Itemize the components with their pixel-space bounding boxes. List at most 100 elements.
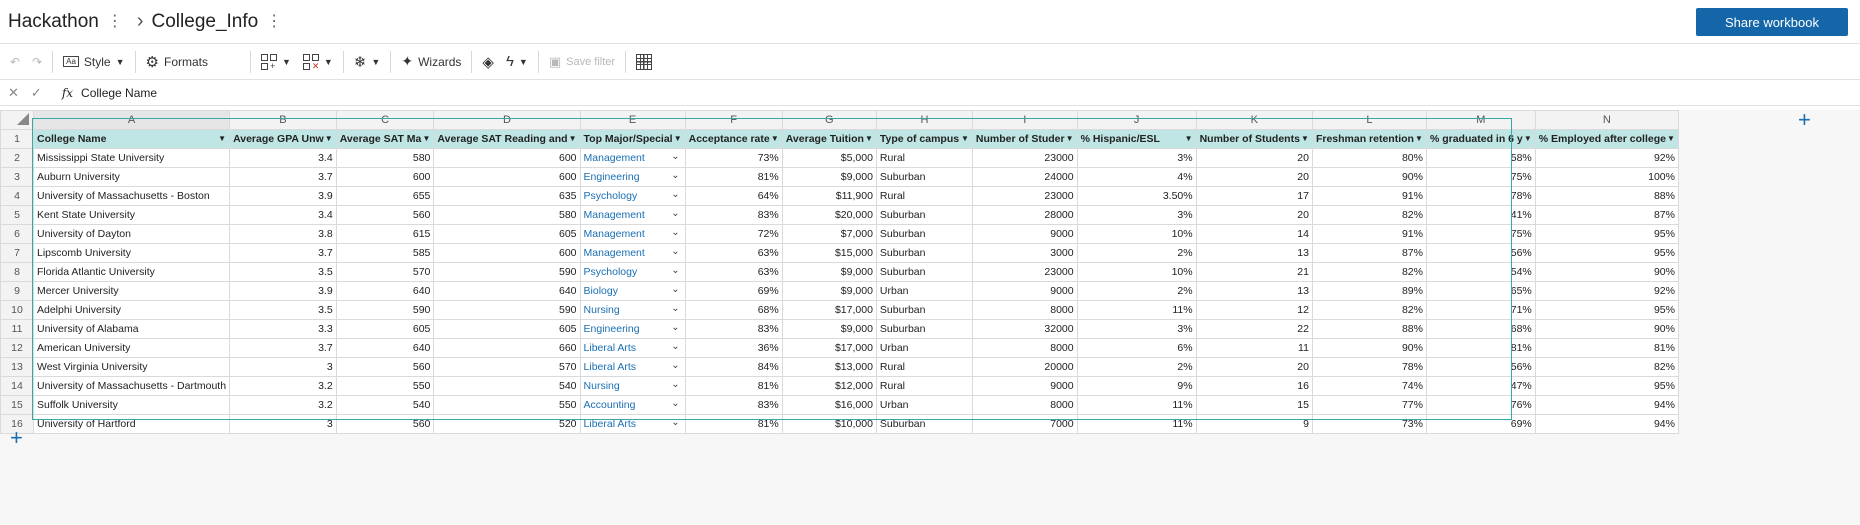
table-cell[interactable]: 82% xyxy=(1311,205,1427,225)
column-header[interactable]: H xyxy=(875,110,973,130)
row-number[interactable]: 5 xyxy=(0,205,34,225)
confirm-edit-icon[interactable]: ✓ xyxy=(30,84,42,100)
add-row-icon[interactable]: + xyxy=(10,425,23,450)
table-cell[interactable]: 71% xyxy=(1425,300,1536,320)
row-number[interactable]: 7 xyxy=(0,243,34,263)
column-header[interactable]: N xyxy=(1534,110,1679,130)
table-cell[interactable]: $9,000 xyxy=(781,319,877,339)
column-header[interactable]: D xyxy=(433,110,581,130)
table-cell[interactable]: 21 xyxy=(1195,262,1313,282)
delete-cells-button[interactable]: ✕ ▼ xyxy=(297,44,339,79)
cancel-edit-icon[interactable]: ✕ xyxy=(8,84,19,100)
table-cell[interactable]: 4% xyxy=(1076,167,1197,187)
table-cell[interactable]: 83% xyxy=(684,395,783,415)
table-cell[interactable]: 560 xyxy=(335,357,435,377)
table-cell[interactable]: 68% xyxy=(684,300,783,320)
table-cell[interactable]: 3.7 xyxy=(229,243,337,263)
row-number[interactable]: 13 xyxy=(0,357,34,377)
table-cell[interactable]: Psychology ⌄ xyxy=(579,186,686,206)
table-cell[interactable]: 91% xyxy=(1311,224,1427,244)
row-number[interactable]: 9 xyxy=(0,281,34,301)
table-cell[interactable]: 590 xyxy=(433,262,581,282)
table-cell[interactable]: 3% xyxy=(1076,148,1197,168)
table-cell[interactable]: 9000 xyxy=(971,376,1078,396)
table-cell[interactable]: Suffolk University xyxy=(32,395,231,415)
table-cell[interactable]: Liberal Arts ⌄ xyxy=(579,338,686,358)
table-cell[interactable]: $13,000 xyxy=(781,357,877,377)
header-cell[interactable]: Average Tuition ▼ xyxy=(781,129,877,149)
column-header[interactable]: E xyxy=(579,110,686,130)
header-cell[interactable]: Average SAT Ma ▼ xyxy=(335,129,435,149)
row-number[interactable]: 12 xyxy=(0,338,34,358)
table-cell[interactable]: 75% xyxy=(1425,167,1536,187)
table-cell[interactable]: 22 xyxy=(1195,319,1313,339)
table-cell[interactable]: 82% xyxy=(1311,300,1427,320)
table-cell[interactable]: 13 xyxy=(1195,243,1313,263)
table-cell[interactable]: 20 xyxy=(1195,205,1313,225)
table-cell[interactable]: 8000 xyxy=(971,300,1078,320)
table-cell[interactable]: 72% xyxy=(684,224,783,244)
table-cell[interactable]: 56% xyxy=(1425,357,1536,377)
table-cell[interactable]: 605 xyxy=(433,319,581,339)
header-cell[interactable]: % graduated in 6 y ▼ xyxy=(1425,129,1536,149)
chevron-down-icon[interactable]: ⌄ xyxy=(671,227,680,238)
save-filter-button[interactable]: ▣ Save filter xyxy=(543,44,621,79)
filter-dropdown-icon[interactable]: ▼ xyxy=(1301,134,1309,143)
table-cell[interactable]: 73% xyxy=(684,148,783,168)
row-number[interactable]: 11 xyxy=(0,319,34,339)
table-cell[interactable]: Rural xyxy=(875,148,973,168)
chevron-down-icon[interactable]: ⌄ xyxy=(671,341,680,352)
column-header[interactable]: G xyxy=(781,110,877,130)
table-cell[interactable]: 78% xyxy=(1311,357,1427,377)
table-cell[interactable]: 13 xyxy=(1195,281,1313,301)
row-number[interactable]: 3 xyxy=(0,167,34,187)
chevron-down-icon[interactable]: ⌄ xyxy=(671,265,680,276)
table-cell[interactable]: 80% xyxy=(1311,148,1427,168)
column-header[interactable]: F xyxy=(684,110,783,130)
table-cell[interactable]: 74% xyxy=(1311,376,1427,396)
table-cell[interactable]: 6% xyxy=(1076,338,1197,358)
table-cell[interactable]: 95% xyxy=(1534,300,1679,320)
chevron-down-icon[interactable]: ⌄ xyxy=(671,398,680,409)
table-cell[interactable]: 41% xyxy=(1425,205,1536,225)
table-cell[interactable]: 47% xyxy=(1425,376,1536,396)
table-cell[interactable]: 81% xyxy=(684,167,783,187)
table-cell[interactable]: 3% xyxy=(1076,205,1197,225)
table-cell[interactable]: 81% xyxy=(1534,338,1679,358)
header-cell[interactable]: Freshman retention ▼ xyxy=(1311,129,1427,149)
table-cell[interactable]: 20000 xyxy=(971,357,1078,377)
table-cell[interactable]: Biology ⌄ xyxy=(579,281,686,301)
column-header[interactable]: L xyxy=(1311,110,1427,130)
header-cell[interactable]: Average SAT Reading and ▼ xyxy=(433,129,581,149)
table-cell[interactable]: Suburban xyxy=(875,243,973,263)
add-column-icon[interactable]: + xyxy=(1798,107,1811,132)
table-cell[interactable]: Suburban xyxy=(875,262,973,282)
table-cell[interactable]: 12 xyxy=(1195,300,1313,320)
table-cell[interactable]: 95% xyxy=(1534,243,1679,263)
chevron-down-icon[interactable]: ⌄ xyxy=(671,189,680,200)
table-cell[interactable]: 82% xyxy=(1311,262,1427,282)
table-cell[interactable]: 520 xyxy=(433,414,581,434)
wizards-button[interactable]: ✦ Wizards xyxy=(395,44,467,79)
column-header[interactable]: J xyxy=(1076,110,1197,130)
table-cell[interactable]: 3 xyxy=(229,357,337,377)
table-cell[interactable]: 87% xyxy=(1534,205,1679,225)
filter-dropdown-icon[interactable]: ▼ xyxy=(324,134,333,143)
column-header[interactable]: A xyxy=(32,110,231,130)
table-cell[interactable]: Management ⌄ xyxy=(579,148,686,168)
table-cell[interactable]: 32000 xyxy=(971,319,1078,339)
chevron-down-icon[interactable]: ⌄ xyxy=(671,246,680,257)
table-cell[interactable]: 100% xyxy=(1534,167,1679,187)
table-cell[interactable]: 63% xyxy=(684,262,783,282)
table-cell[interactable]: Urban xyxy=(875,338,973,358)
table-cell[interactable]: 3.4 xyxy=(229,205,337,225)
share-workbook-button[interactable]: Share workbook xyxy=(1696,8,1848,36)
table-cell[interactable]: Urban xyxy=(875,395,973,415)
chevron-down-icon[interactable]: ⌄ xyxy=(671,379,680,390)
table-cell[interactable]: 28000 xyxy=(971,205,1078,225)
table-cell[interactable]: 94% xyxy=(1534,414,1679,434)
header-cell[interactable]: Number of Studer ▼ xyxy=(971,129,1078,149)
table-cell[interactable]: 11% xyxy=(1076,414,1197,434)
table-cell[interactable]: Kent State University xyxy=(32,205,231,225)
filter-dropdown-icon[interactable]: ▼ xyxy=(1415,134,1423,143)
